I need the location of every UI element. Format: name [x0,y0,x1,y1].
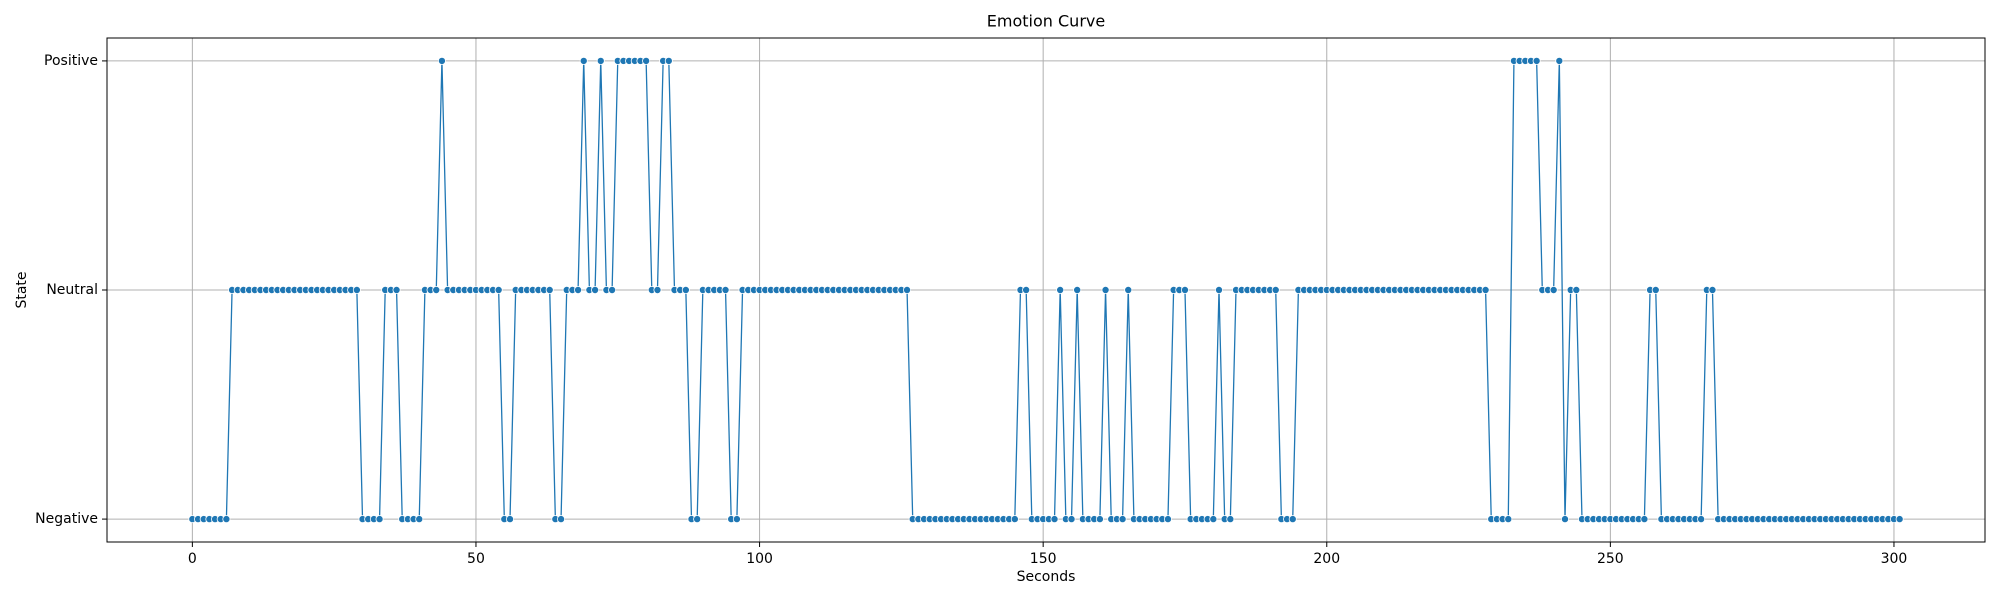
data-point [557,515,566,524]
data-point [1549,285,1558,294]
data-point [1651,285,1660,294]
data-point [1481,285,1490,294]
y-tick-label: Neutral [46,282,98,298]
data-point [222,515,231,524]
data-point [1073,285,1082,294]
data-point [721,285,730,294]
data-point [642,56,651,65]
data-point [1180,285,1189,294]
data-point [1271,285,1280,294]
data-point [375,515,384,524]
data-point [1067,515,1076,524]
data-point [1209,515,1218,524]
data-point [1560,515,1569,524]
data-point [1555,56,1564,65]
data-point [1504,515,1513,524]
data-point [1050,515,1059,524]
data-point [579,56,588,65]
data-point [415,515,424,524]
data-point [1572,285,1581,294]
data-point [1708,285,1717,294]
data-point [1640,515,1649,524]
chart-title: Emotion Curve [987,12,1105,31]
x-axis-label: Seconds [1017,569,1076,585]
x-tick-label: 250 [1597,551,1624,567]
y-tick-label: Negative [35,511,98,527]
data-point [574,285,583,294]
plot-frame [106,37,1986,543]
data-point [1101,285,1110,294]
data-point [494,285,503,294]
x-tick-label: 50 [467,551,485,567]
x-tick-label: 300 [1881,551,1908,567]
data-point [1163,515,1172,524]
y-axis-label: State [14,271,30,308]
data-point [608,285,617,294]
data-point [1288,515,1297,524]
x-tick-label: 200 [1313,551,1340,567]
data-point [352,285,361,294]
data-point [1532,56,1541,65]
x-tick-label: 100 [746,551,773,567]
data-point [392,285,401,294]
data-point [437,56,446,65]
data-point [1697,515,1706,524]
data-point [903,285,912,294]
data-point [1214,285,1223,294]
y-tick-label: Positive [44,53,98,69]
data-point [653,285,662,294]
data-point [732,515,741,524]
data-point [1095,515,1104,524]
data-point [545,285,554,294]
data-point [1895,515,1904,524]
data-point [1056,285,1065,294]
data-point [432,285,441,294]
data-point [664,56,673,65]
data-point [596,56,605,65]
data-point [1124,285,1133,294]
data-point [1010,515,1019,524]
x-tick-label: 0 [188,551,197,567]
data-point [505,515,514,524]
data-point [591,285,600,294]
data-point [1226,515,1235,524]
data-point [681,285,690,294]
data-point [1118,515,1127,524]
data-point [1022,285,1031,294]
data-point [693,515,702,524]
x-tick-label: 150 [1030,551,1057,567]
